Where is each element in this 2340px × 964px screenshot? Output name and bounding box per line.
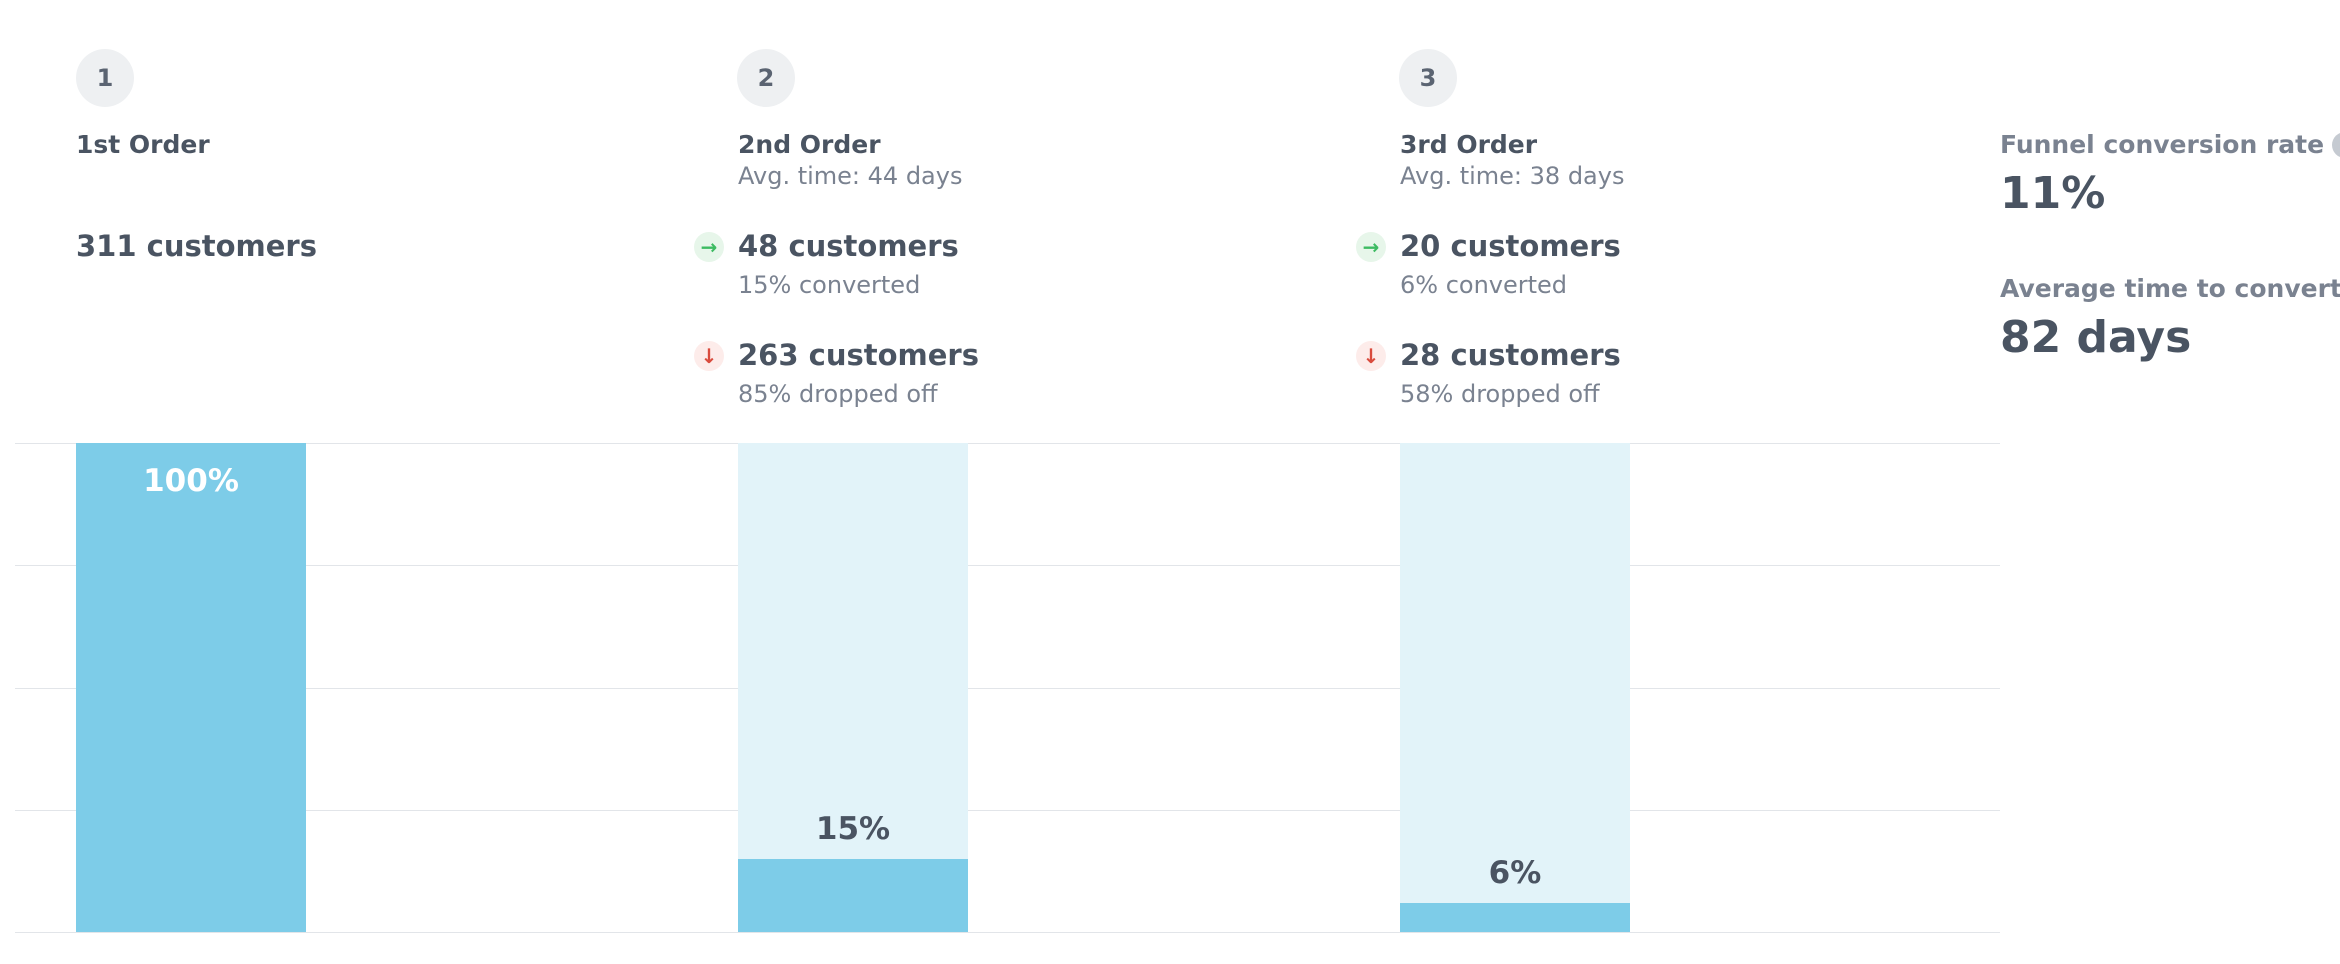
gridline: [15, 565, 2000, 566]
step-3-title: 3rd Order: [1400, 130, 1538, 159]
step-1-title: 1st Order: [76, 130, 210, 159]
step-3-converted-pct: 6% converted: [1400, 271, 1568, 299]
average-time-to-convert-text: Average time to convert: [2000, 274, 2340, 303]
arrow-down-icon: ↓: [1356, 341, 1386, 371]
step-3-converted-count: 20 customers: [1400, 229, 1621, 263]
gridline: [15, 443, 2000, 444]
step-1-customers: 311 customers: [76, 229, 317, 263]
step-2-title: 2nd Order: [738, 130, 881, 159]
step-2-converted-count: 48 customers: [738, 229, 959, 263]
step-3-dropped-pct: 58% dropped off: [1400, 380, 1600, 408]
step-1-number: 1: [76, 49, 134, 107]
bar-1st-order[interactable]: [76, 443, 306, 932]
step-2-number: 2: [737, 49, 795, 107]
average-time-to-convert-label: Average time to convert i: [2000, 274, 2340, 303]
bar-value-label: 6%: [1488, 855, 1542, 891]
funnel-conversion-rate-label: Funnel conversion rate i: [2000, 130, 2340, 159]
arrow-right-icon: →: [1356, 232, 1386, 262]
bar-value-label: 15%: [815, 811, 891, 847]
bar-background: [1400, 443, 1630, 932]
step-2-dropped-pct: 85% dropped off: [738, 380, 938, 408]
gridline: [15, 688, 2000, 689]
funnel-conversion-rate-text: Funnel conversion rate: [2000, 130, 2325, 159]
step-2-dropped-count: 263 customers: [738, 338, 979, 372]
gridline: [15, 810, 2000, 811]
bar-3rd-order[interactable]: [1400, 903, 1630, 932]
bar-value-label: 100%: [143, 463, 239, 499]
bar-background: [738, 443, 968, 932]
step-3-avg-time: Avg. time: 38 days: [1400, 162, 1625, 190]
arrow-right-icon: →: [694, 232, 724, 262]
step-2-converted-pct: 15% converted: [738, 271, 921, 299]
average-time-to-convert-value: 82 days: [2000, 312, 2192, 363]
info-icon[interactable]: i: [2332, 131, 2340, 158]
gridline: [15, 932, 2000, 933]
step-3-number: 3: [1399, 49, 1457, 107]
bar-2nd-order[interactable]: [738, 859, 968, 932]
arrow-down-icon: ↓: [694, 341, 724, 371]
funnel-conversion-rate-value: 11%: [2000, 168, 2106, 219]
step-3-dropped-count: 28 customers: [1400, 338, 1621, 372]
step-2-avg-time: Avg. time: 44 days: [738, 162, 963, 190]
bar-background: [76, 443, 306, 932]
baseline: [15, 932, 2000, 933]
